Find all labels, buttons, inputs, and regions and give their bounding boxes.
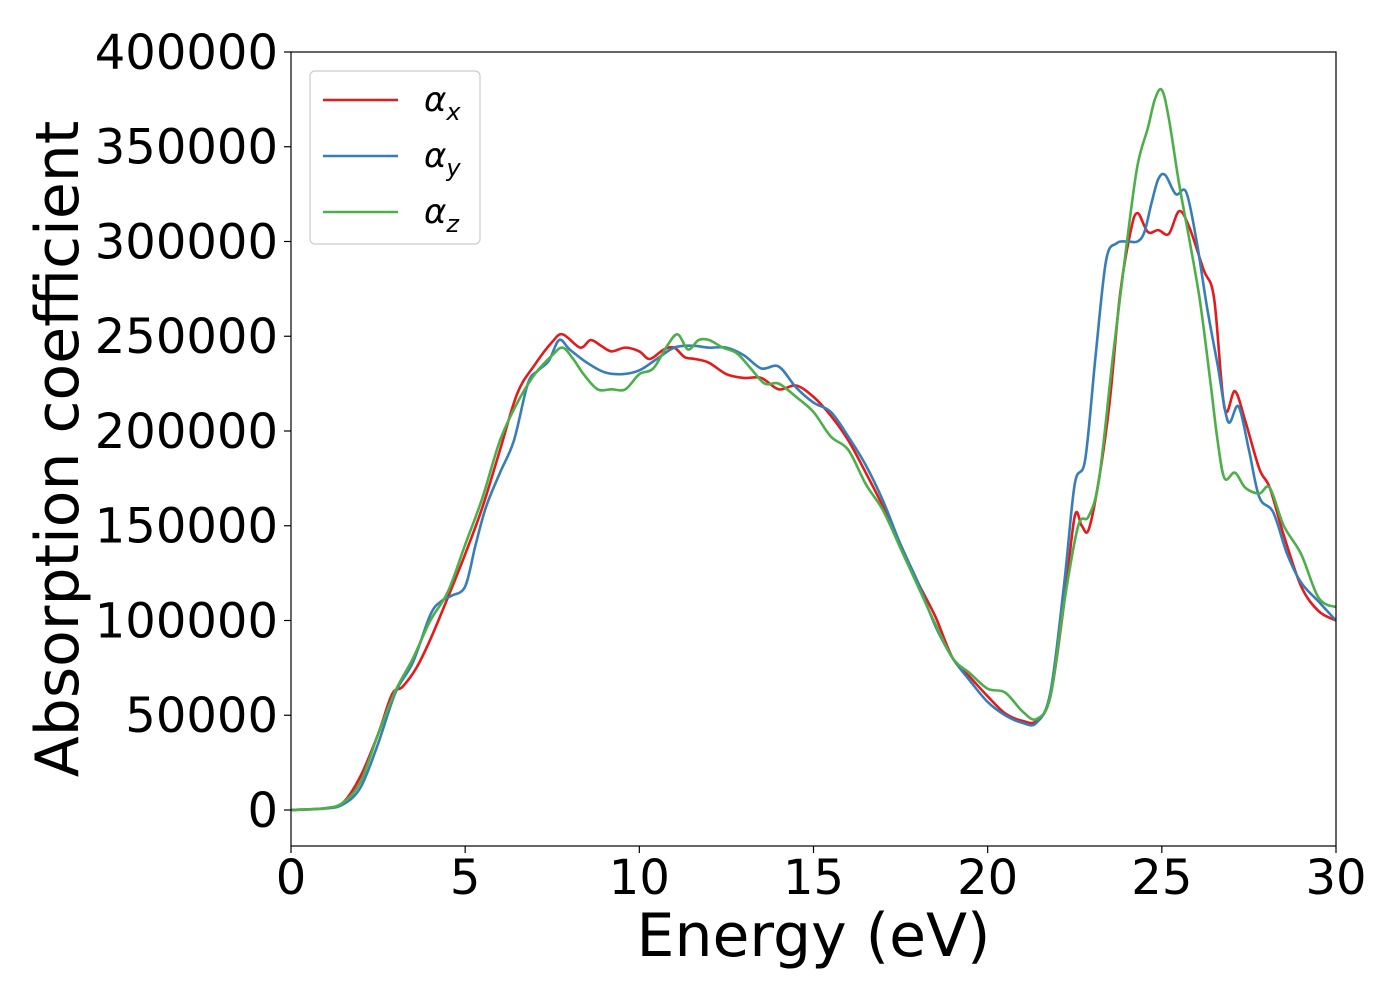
- legend-symbol: α: [424, 136, 446, 176]
- y-tick-label: 350000: [95, 120, 278, 176]
- series-line-z: [291, 87, 1336, 812]
- legend-label-z: αz: [424, 192, 460, 238]
- y-tick-label: 400000: [95, 25, 278, 81]
- legend-label-x: αx: [424, 80, 461, 126]
- y-tick-label: 50000: [125, 688, 278, 744]
- legend-symbol: α: [424, 80, 446, 120]
- legend-label-y: αy: [424, 136, 461, 182]
- x-axis-title: Energy (eV): [637, 901, 991, 971]
- legend-subscript: y: [445, 154, 461, 182]
- x-tick-label: 5: [450, 850, 481, 906]
- legend-symbol: α: [424, 192, 446, 232]
- legend-subscript: z: [445, 210, 460, 238]
- legend-subscript: x: [445, 98, 461, 126]
- y-tick-label: 300000: [95, 214, 278, 270]
- series-line-y: [291, 172, 1336, 812]
- y-axis: 0 50000 100000 150000 200000 250000 300000 3500…: [95, 25, 291, 839]
- series-layer: [291, 87, 1336, 812]
- series-line-x: [291, 209, 1336, 812]
- y-tick-label: 0: [247, 783, 278, 839]
- y-tick-label: 250000: [95, 309, 278, 365]
- x-axis: 0 5 10 15 20 25 30: [276, 846, 1367, 906]
- y-axis-title: Absorption coefficient: [23, 121, 93, 778]
- y-tick-label: 100000: [95, 593, 278, 649]
- x-tick-label: 25: [1131, 850, 1192, 906]
- x-tick-label: 0: [276, 850, 307, 906]
- y-tick-label: 200000: [95, 404, 278, 460]
- x-tick-label: 20: [957, 850, 1018, 906]
- legend-box: [309, 70, 481, 245]
- y-tick-label: 150000: [95, 499, 278, 555]
- x-tick-label: 15: [783, 850, 844, 906]
- x-tick-label: 10: [609, 850, 670, 906]
- x-tick-label: 30: [1305, 850, 1366, 906]
